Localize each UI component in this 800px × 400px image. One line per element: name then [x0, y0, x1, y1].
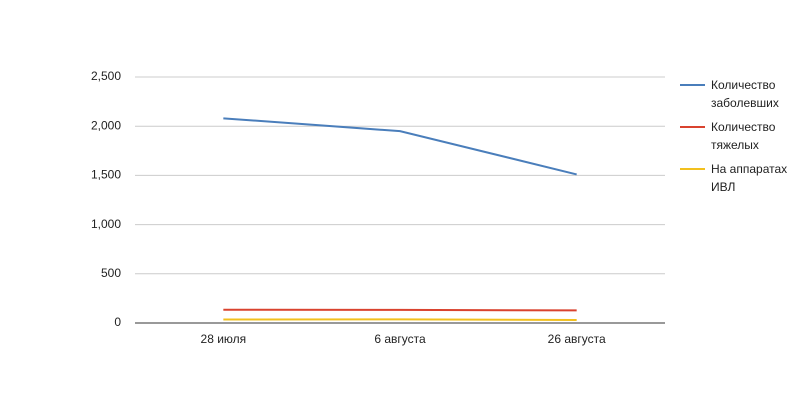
- legend-label: Количество тяжелых: [711, 120, 776, 152]
- legend-swatch: [680, 126, 705, 128]
- y-tick-label: 1,000: [91, 217, 121, 231]
- legend-swatch: [680, 84, 705, 86]
- legend-label: На аппаратах ИВЛ: [711, 162, 788, 194]
- legend-swatch: [680, 168, 705, 170]
- x-tick-label: 28 июля: [201, 332, 247, 346]
- y-tick-label: 1,500: [91, 168, 121, 182]
- y-tick-label: 2,000: [91, 118, 121, 132]
- legend: Количество заболевших Количество тяжелых Н…: [680, 76, 795, 202]
- series-line: [223, 308, 577, 312]
- x-tick-label: 6 августа: [374, 332, 426, 346]
- y-tick-label: 2,500: [91, 69, 121, 83]
- legend-item: На аппаратах ИВЛ: [680, 160, 795, 196]
- series-line: [223, 117, 577, 176]
- legend-item: Количество тяжелых: [680, 118, 795, 154]
- legend-item: Количество заболевших: [680, 76, 795, 112]
- series-line: [223, 318, 577, 322]
- y-tick-label: 500: [101, 266, 121, 280]
- y-tick-label: 0: [114, 315, 121, 329]
- x-tick-label: 26 августа: [548, 332, 606, 346]
- legend-label: Количество заболевших: [711, 78, 779, 110]
